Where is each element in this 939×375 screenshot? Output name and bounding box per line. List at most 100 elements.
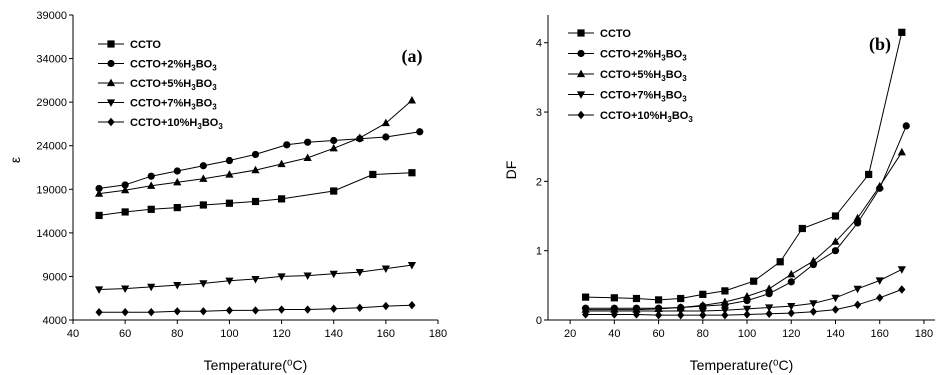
y-tick-label: 39000 bbox=[36, 10, 67, 22]
data-point bbox=[381, 265, 390, 273]
x-tick-label: 100 bbox=[220, 328, 238, 340]
legend-marker bbox=[107, 40, 115, 48]
data-point bbox=[809, 300, 818, 308]
legend-label: CCTO+10%H3BO3 bbox=[130, 117, 223, 131]
x-tick-label: 100 bbox=[738, 328, 756, 340]
data-point bbox=[277, 159, 286, 168]
legend-marker bbox=[577, 110, 585, 120]
legend-label-part: 3 bbox=[212, 83, 217, 92]
legend-label-part: CCTO+10%H bbox=[600, 110, 667, 122]
data-point bbox=[303, 272, 312, 280]
series-line bbox=[99, 131, 420, 189]
legend-label-part: 3 bbox=[661, 74, 666, 83]
data-point bbox=[654, 310, 663, 320]
data-point bbox=[277, 195, 286, 203]
data-point bbox=[147, 283, 156, 292]
data-point bbox=[121, 208, 129, 216]
y-tick-label: 34000 bbox=[36, 54, 67, 66]
y-tick-label: 2 bbox=[536, 176, 542, 188]
data-point bbox=[897, 147, 906, 156]
data-point bbox=[581, 310, 590, 319]
data-point bbox=[199, 307, 207, 316]
x-tick-label: 80 bbox=[697, 328, 709, 340]
data-point bbox=[147, 307, 155, 317]
data-point bbox=[199, 201, 207, 209]
legend-label-part: CCTO+2%H bbox=[130, 59, 191, 71]
legend-label-part: 3 bbox=[191, 83, 196, 92]
data-point bbox=[743, 310, 751, 319]
x-axis-label: Temperature(⁰C) bbox=[690, 357, 794, 373]
data-point bbox=[199, 280, 208, 288]
x-tick-label: 80 bbox=[171, 328, 183, 340]
data-point bbox=[277, 273, 286, 281]
series-diamond bbox=[95, 300, 416, 317]
data-point bbox=[225, 277, 234, 286]
y-tick-label: 19000 bbox=[36, 184, 67, 196]
data-point bbox=[787, 303, 796, 311]
data-point bbox=[721, 310, 729, 320]
data-point bbox=[173, 203, 181, 212]
data-point bbox=[854, 300, 862, 309]
data-point bbox=[173, 177, 182, 186]
legend-label-part: BO bbox=[196, 78, 213, 90]
series-circle bbox=[95, 128, 424, 193]
panel-label: (a) bbox=[402, 46, 423, 67]
data-point bbox=[853, 285, 862, 294]
data-point bbox=[831, 247, 840, 255]
data-point bbox=[382, 133, 390, 141]
legend-label-part: CCTO+5%H bbox=[600, 69, 661, 81]
data-point bbox=[251, 150, 260, 159]
x-tick-label: 180 bbox=[915, 328, 933, 340]
series-square bbox=[95, 169, 416, 220]
y-axis-label: ε bbox=[7, 157, 23, 163]
data-point bbox=[902, 122, 910, 130]
data-point bbox=[199, 174, 208, 182]
legend-label-part: CCTO+10%H bbox=[130, 117, 197, 129]
data-point bbox=[776, 258, 784, 266]
data-point bbox=[898, 28, 906, 36]
y-tick-label: 24000 bbox=[36, 141, 67, 153]
x-tick-label: 60 bbox=[119, 328, 131, 340]
data-point bbox=[831, 294, 840, 303]
legend-marker bbox=[577, 29, 585, 37]
data-point bbox=[798, 224, 806, 233]
data-point bbox=[865, 170, 873, 179]
legend-label-part: BO bbox=[196, 59, 213, 71]
data-point bbox=[831, 237, 840, 245]
data-point bbox=[677, 310, 685, 320]
data-point bbox=[721, 287, 729, 295]
data-point bbox=[121, 307, 129, 317]
data-point bbox=[251, 306, 260, 315]
legend-label-part: 3 bbox=[682, 74, 687, 83]
data-point bbox=[355, 133, 364, 141]
legend-label-part: 3 bbox=[191, 64, 196, 73]
legend-label-part: BO bbox=[666, 69, 683, 81]
series-line bbox=[99, 100, 413, 195]
y-tick-label: 9000 bbox=[43, 271, 67, 283]
x-tick-label: 120 bbox=[272, 328, 290, 340]
series-square bbox=[581, 28, 906, 304]
legend-entry: CCTO+2%H3BO3 bbox=[98, 59, 217, 73]
data-point bbox=[251, 165, 260, 174]
data-point bbox=[875, 181, 884, 190]
legend-entry: CCTO bbox=[568, 28, 631, 40]
legend-label-part: 3 bbox=[197, 122, 202, 131]
data-point bbox=[121, 181, 129, 189]
series-triangle-down bbox=[94, 262, 417, 294]
data-point bbox=[355, 268, 364, 277]
legend-entry: CCTO+10%H3BO3 bbox=[568, 110, 693, 124]
legend-label: CCTO+5%H3BO3 bbox=[130, 78, 217, 92]
legend-label-part: 3 bbox=[682, 54, 687, 63]
legend-entry: CCTO+7%H3BO3 bbox=[568, 90, 687, 104]
data-point bbox=[95, 307, 103, 317]
data-point bbox=[787, 308, 795, 318]
data-point bbox=[95, 184, 103, 193]
legend-label-part: 3 bbox=[212, 103, 217, 112]
data-point bbox=[94, 286, 104, 294]
data-point bbox=[121, 185, 130, 194]
data-point bbox=[251, 197, 260, 206]
legend-entry: CCTO+5%H3BO3 bbox=[568, 69, 687, 83]
data-point bbox=[898, 285, 906, 294]
x-tick-label: 160 bbox=[377, 328, 395, 340]
legend-label-part: BO bbox=[196, 98, 213, 110]
